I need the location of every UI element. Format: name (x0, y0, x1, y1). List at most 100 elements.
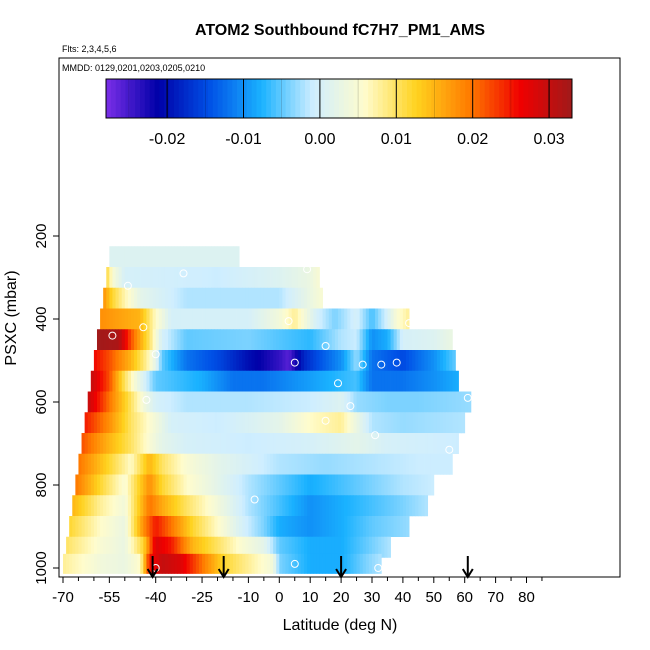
heatmap-cell (322, 370, 327, 392)
heatmap-cell (130, 370, 135, 392)
heatmap-cell (270, 391, 274, 413)
heatmap-cell (112, 350, 116, 371)
heatmap-cell (171, 516, 175, 537)
heatmap-cell (81, 474, 86, 496)
heatmap-cell (362, 350, 367, 371)
heatmap-cell (134, 536, 138, 558)
heatmap-cell (214, 553, 218, 574)
heatmap-cell (399, 495, 404, 517)
heatmap-cell (103, 495, 107, 517)
heatmap-cell (143, 370, 147, 392)
heatmap-cell (226, 495, 231, 517)
heatmap-cell (143, 474, 147, 496)
heatmap-cell (433, 453, 438, 475)
heatmap-cell (127, 287, 132, 309)
heatmap-cell (409, 453, 413, 475)
heatmap-cell (279, 536, 283, 558)
heatmap-cell (130, 308, 135, 330)
heatmap-cell (186, 370, 191, 392)
heatmap-cell (328, 433, 333, 454)
heatmap-cell (202, 536, 206, 558)
heatmap-cell (266, 433, 271, 454)
sample-point (303, 265, 312, 274)
heatmap-cell (297, 433, 302, 454)
heatmap-cell (452, 370, 456, 392)
heatmap-cell (334, 329, 339, 351)
heatmap-cell (276, 553, 280, 574)
heatmap-cell (143, 329, 147, 351)
heatmap-cell (96, 350, 101, 371)
heatmap-cell (149, 474, 154, 496)
colorbar-swatch (169, 79, 175, 118)
heatmap-cell (202, 453, 206, 475)
heatmap-cell (372, 474, 376, 496)
heatmap-cell (214, 433, 218, 454)
heatmap-cell (356, 433, 361, 454)
heatmap-cell (205, 246, 209, 268)
heatmap-cell (263, 495, 268, 517)
heatmap-cell (421, 474, 425, 496)
colorbar-swatch (173, 79, 180, 118)
heatmap-cell (368, 516, 373, 537)
heatmap-cell (334, 433, 339, 454)
heatmap-cell (140, 433, 144, 454)
heatmap-cell (103, 287, 107, 309)
heatmap-cell (229, 370, 234, 392)
heatmap-cell (146, 516, 150, 537)
heatmap-cell (316, 267, 320, 288)
heatmap-cell (365, 495, 370, 517)
heatmap-cell (276, 329, 280, 351)
heatmap-cell (375, 495, 379, 517)
heatmap-cell (350, 370, 354, 392)
heatmap-cell (106, 453, 110, 475)
heatmap-cell (347, 474, 351, 496)
colorbar-swatch (460, 79, 466, 118)
heatmap-cell (121, 350, 126, 371)
heatmap-cell (100, 495, 104, 517)
colorbar-swatch (343, 79, 350, 118)
heatmap-cell (288, 308, 293, 330)
heatmap-cell (72, 495, 76, 517)
heatmap-cell (461, 412, 466, 434)
heatmap-cell (313, 329, 317, 351)
heatmap-cell (310, 433, 314, 454)
heatmap-cell (356, 495, 361, 517)
sample-point (405, 319, 414, 328)
heatmap-cell (220, 495, 225, 517)
heatmap-cell (452, 412, 456, 434)
heatmap-cell (433, 370, 438, 392)
sample-point (290, 559, 299, 568)
heatmap-cell (433, 433, 438, 454)
heatmap-cell (186, 516, 191, 537)
heatmap-cell (402, 474, 407, 496)
heatmap-cell (211, 329, 215, 351)
heatmap-cell (152, 308, 157, 330)
heatmap-cell (115, 433, 120, 454)
heatmap-cell (195, 370, 200, 392)
heatmap-cell (294, 412, 299, 434)
heatmap-cell (273, 370, 277, 392)
heatmap-cell (161, 495, 166, 517)
heatmap-cell (300, 391, 305, 413)
heatmap-cell (168, 412, 172, 434)
heatmap-cell (220, 412, 225, 434)
heatmap-cell (127, 350, 132, 371)
heatmap-cell (195, 516, 200, 537)
heatmap-cell (217, 516, 221, 537)
heatmap-cell (266, 553, 271, 574)
heatmap-cell (418, 495, 422, 517)
heatmap-cell (109, 287, 113, 309)
heatmap-cell (300, 370, 305, 392)
heatmap-cell (304, 391, 308, 413)
heatmap-cell (387, 412, 391, 434)
heatmap-cell (161, 433, 166, 454)
heatmap-cell (347, 370, 351, 392)
heatmap-cell (78, 553, 82, 574)
heatmap-cell (393, 308, 398, 330)
heatmap-cell (347, 350, 351, 371)
heatmap-cell (270, 433, 274, 454)
y-tick-label: 400 (33, 306, 50, 331)
heatmap-cell (149, 412, 154, 434)
heatmap-cell (100, 350, 104, 371)
